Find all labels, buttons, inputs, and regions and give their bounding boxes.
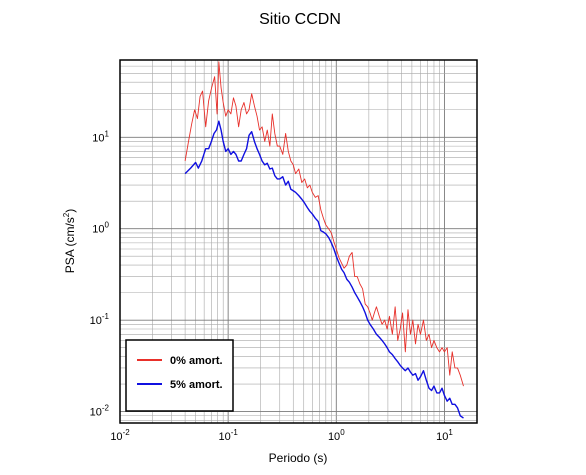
chart-title: Sitio CCDN [259,11,341,28]
legend: 0% amort. 5% amort. [125,339,234,412]
x-axis-label: Periodo (s) [269,451,328,465]
y-axis-label-sup: 2 [62,212,71,217]
y-tick-labels: 10-2 10-1 100 101 [90,129,110,418]
legend-label-1: 5% amort. [170,379,223,391]
y-tick-label: 10-1 [90,312,110,327]
legend-box [125,339,234,412]
y-tick-label: 100 [92,221,109,236]
x-tick-label: 10-1 [218,428,238,443]
y-axis-label: PSA (cm/s2) [62,209,77,273]
plot-frame [119,59,478,424]
y-tick-label: 101 [92,129,109,144]
x-tick-label: 10-2 [110,428,130,443]
series-line-0 [184,61,464,387]
x-tick-label: 100 [328,428,345,443]
x-tick-labels: 10-2 10-1 100 101 [110,428,453,443]
x-tick-label: 101 [436,428,453,443]
series-layer [184,61,464,419]
legend-label-0: 0% amort. [170,355,223,367]
series-line-1 [184,120,464,419]
y-axis-label-base: PSA (cm/s [63,217,77,273]
y-tick-label: 10-2 [90,404,110,419]
y-axis-label-close: ) [63,209,77,213]
